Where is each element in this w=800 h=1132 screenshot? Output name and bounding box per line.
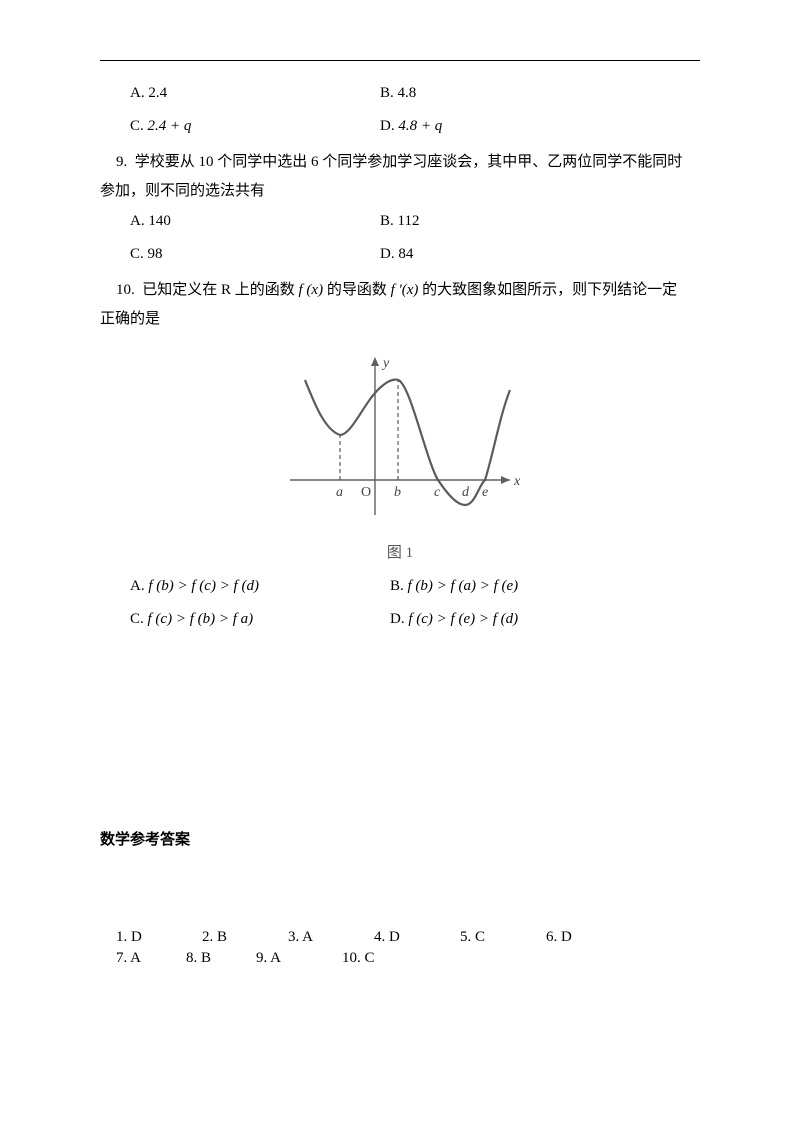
figure-1: y x a Ob c de 图 1 (100, 345, 700, 562)
opt-c-val: 2.4 + q (148, 118, 192, 134)
opt-a-label: A. (130, 85, 148, 101)
q10-a-pre: A. (130, 578, 148, 594)
svg-text:x: x (513, 474, 521, 489)
answer-item: 3. A (288, 929, 374, 946)
q10-opt-b: B. f (b) > f (a) > f (e) (390, 578, 650, 595)
svg-text:y: y (381, 356, 390, 371)
q9-opt-a: A. 140 (130, 207, 380, 236)
opt-b-label: B. (380, 85, 398, 101)
answers-grid: 1. D2. B3. A4. D5. C6. D7. A8. B9. A10. … (116, 929, 700, 971)
q10-c-math: f (c) > f (b) > f a) (148, 611, 254, 627)
opt-b-val: 4.8 (398, 85, 417, 101)
opt-c: C. 2.4 + q (130, 112, 380, 141)
question-10: 10. 已知定义在 R 上的函数 f (x) 的导函数 f '(x) 的大致图象… (100, 276, 700, 333)
q10-line1a: 已知定义在 R 上的函数 (142, 282, 298, 298)
opt-c-label: C. (130, 118, 148, 134)
q9-opt-d: D. 84 (380, 240, 630, 269)
answer-item: 1. D (116, 929, 202, 946)
q9-line2: 参加，则不同的选法共有 (100, 183, 265, 199)
q9-line1: 学校要从 10 个同学中选出 6 个同学参加学习座谈会，其中甲、乙两位同学不能同… (135, 154, 683, 170)
q10-d-math: f (c) > f (e) > f (d) (408, 611, 518, 627)
options-row-1: A. 2.4 B. 4.8 (130, 79, 700, 108)
opt-d: D. 4.8 + q (380, 112, 630, 141)
q10-opt-a: A. f (b) > f (c) > f (d) (130, 578, 390, 595)
answer-item: 6. D (546, 929, 632, 946)
page-top-rule (100, 60, 700, 61)
opt-a-val: 2.4 (148, 85, 167, 101)
q10-a-math: f (b) > f (c) > f (d) (148, 578, 259, 594)
q10-opt-d: D. f (c) > f (e) > f (d) (390, 611, 650, 628)
q10-line1b: 的导函数 (323, 282, 391, 298)
svg-text:O: O (361, 485, 371, 500)
q10-b-pre: B. (390, 578, 408, 594)
svg-text:e: e (482, 485, 488, 500)
figure-caption: 图 1 (100, 541, 700, 562)
opt-a: A. 2.4 (130, 79, 380, 108)
q10-fpx: f '(x) (391, 282, 419, 298)
q10-b-math: f (b) > f (a) > f (e) (408, 578, 519, 594)
q10-line1c: 的大致图象如图所示，则下列结论一定 (418, 282, 677, 298)
derivative-graph: y x a Ob c de (270, 345, 530, 535)
answer-item: 4. D (374, 929, 460, 946)
q10-opt-c: C. f (c) > f (b) > f a) (130, 611, 390, 628)
q10-c-pre: C. (130, 611, 148, 627)
svg-text:a: a (336, 485, 343, 500)
q9-opt-c: C. 98 (130, 240, 380, 269)
opt-d-val: 4.8 + q (398, 118, 442, 134)
q9-opt-b: B. 112 (380, 207, 630, 236)
q10-fx: f (x) (299, 282, 324, 298)
svg-text:d: d (462, 485, 470, 500)
options-row-2: C. 2.4 + q D. 4.8 + q (130, 112, 700, 141)
answer-item: 5. C (460, 929, 546, 946)
answer-item: 2. B (202, 929, 288, 946)
opt-b: B. 4.8 (380, 79, 630, 108)
q10-options: A. f (b) > f (c) > f (d) B. f (b) > f (a… (130, 578, 700, 628)
q10-line2: 正确的是 (100, 311, 160, 327)
svg-text:b: b (394, 485, 401, 500)
answers-title: 数学参考答案 (100, 828, 700, 849)
svg-text:c: c (434, 485, 441, 500)
answer-item: 9. A (256, 950, 342, 967)
question-9: 9. 学校要从 10 个同学中选出 6 个同学参加学习座谈会，其中甲、乙两位同学… (100, 148, 700, 268)
answer-item: 8. B (186, 950, 256, 967)
q9-num: 9. (116, 154, 127, 170)
q10-num: 10. (116, 282, 135, 298)
answer-item: 10. C (342, 950, 428, 967)
q10-d-pre: D. (390, 611, 408, 627)
opt-d-label: D. (380, 118, 398, 134)
